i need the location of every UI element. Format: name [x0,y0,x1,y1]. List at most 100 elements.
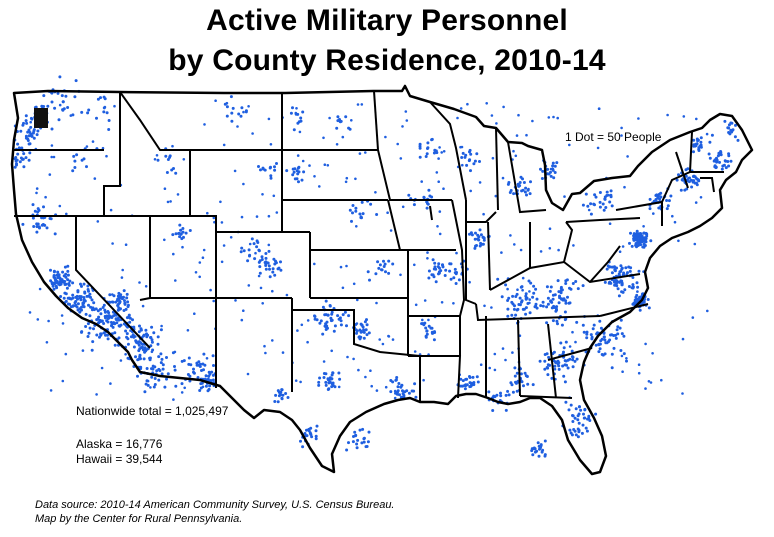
population-dot [156,335,160,339]
population-dot [461,151,465,155]
population-dot [422,378,425,382]
population-dot [473,159,477,163]
population-dot [622,334,626,338]
population-dot [469,189,473,193]
population-dot [210,370,214,374]
population-dot [461,379,465,383]
population-dot [80,305,83,309]
population-dot [355,225,358,228]
population-dot [104,316,107,320]
population-dot [727,131,731,134]
population-dot [502,105,505,109]
population-dot [264,262,268,266]
population-dot [482,238,486,242]
population-dot [116,308,120,312]
population-dot [361,325,365,329]
population-dot [564,301,568,305]
population-dot [289,111,293,115]
population-dot [511,294,515,298]
population-dot [296,172,300,176]
population-dot [69,114,73,117]
population-dot [299,119,303,123]
population-dot [52,155,56,159]
population-dot [27,142,31,146]
population-dot [541,304,545,308]
population-dot [648,207,652,211]
population-dot [584,426,588,430]
population-dot [729,159,733,163]
population-dot [149,344,153,348]
population-dot [546,302,550,306]
population-dot [568,143,571,147]
population-dot [387,259,391,263]
population-dot [574,280,578,283]
population-dot [239,114,243,118]
population-dot [294,111,298,115]
population-dot [299,116,303,120]
population-dot [113,322,117,326]
population-dot [564,299,568,303]
population-dot [570,349,574,353]
population-dot [620,126,623,130]
population-dot [126,342,130,346]
population-dot [113,331,117,335]
population-dot [71,169,75,173]
population-dot [391,262,395,266]
population-dot [67,296,71,300]
population-dot [601,202,605,206]
population-dot [543,367,547,371]
population-dot [605,190,609,194]
population-dot [546,172,550,176]
population-dot [307,429,311,433]
population-dot [258,265,262,269]
population-dot [161,363,165,367]
population-dot [49,389,53,392]
population-dot [377,266,381,270]
population-dot [198,275,201,279]
population-dot [331,371,335,375]
population-dot [557,361,561,365]
population-dot [706,309,709,313]
population-dot [524,294,528,298]
population-dot [644,232,648,235]
population-dot [482,212,485,216]
population-dot [508,191,512,194]
population-dot [627,285,631,288]
population-dot [299,380,302,384]
population-dot [727,126,731,130]
population-dot [95,333,99,337]
population-dot [535,297,539,301]
population-dot [174,232,178,236]
population-dot [337,385,341,389]
population-dot [494,194,498,198]
hawaii-total-label: Hawaii = 39,544 [76,452,163,466]
population-dot [364,328,368,332]
population-dot [527,187,530,191]
population-dot [292,128,296,132]
population-dot [563,310,567,314]
population-dot [380,268,383,272]
population-dot [698,144,702,148]
population-dot [345,264,348,268]
population-dot [127,313,131,317]
map-credit-note: Map by the Center for Rural Pennsylvania… [35,513,243,525]
population-dot [318,321,322,325]
population-dot [596,146,600,150]
population-dot [566,295,569,299]
population-dot [474,244,477,248]
population-dot [551,168,555,172]
population-dot [122,289,126,293]
population-dot [236,125,239,128]
population-dot [425,332,429,336]
population-dot [488,366,492,370]
population-dot [173,368,177,372]
population-dot [35,187,39,190]
population-dot [366,440,370,444]
population-dot [25,121,29,125]
population-dot [174,384,178,388]
population-dot [643,240,647,244]
population-dot [280,388,284,392]
population-dot [126,300,130,304]
population-dot [306,319,310,322]
population-dot [201,362,205,366]
